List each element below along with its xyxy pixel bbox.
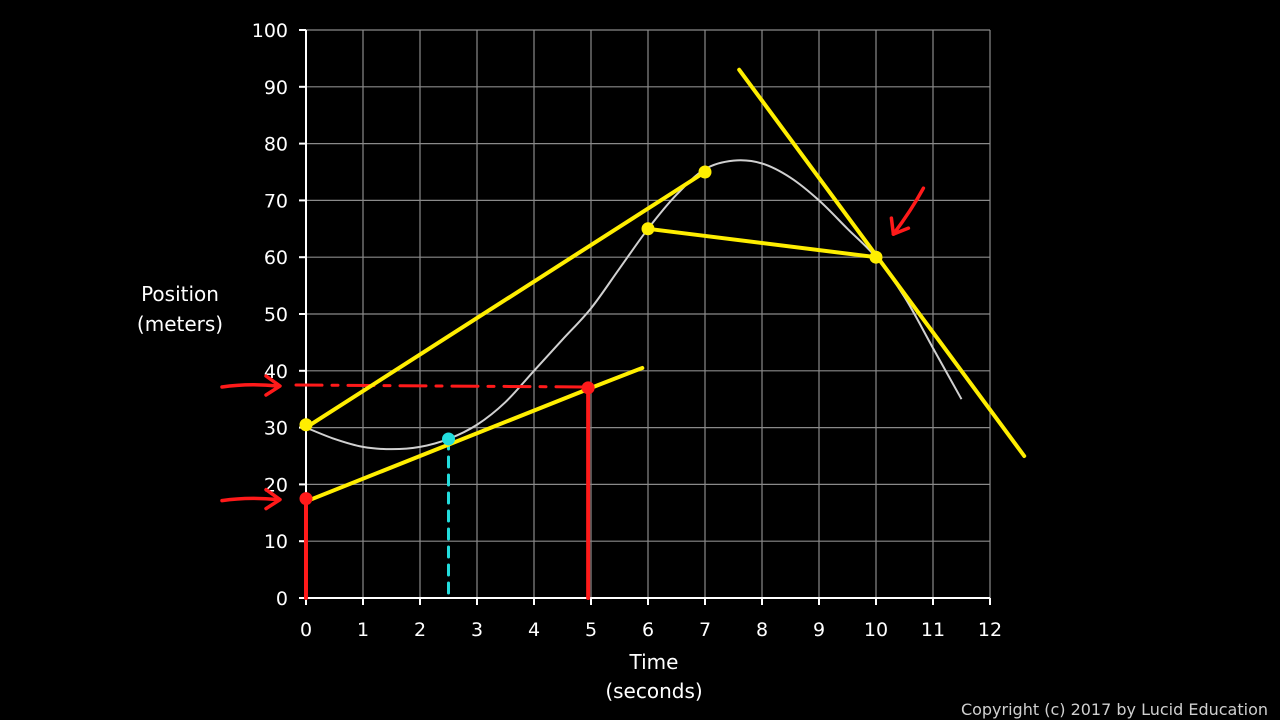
- arrow-head: [264, 374, 282, 397]
- y-tick-label: 30: [264, 418, 288, 440]
- data-point-marker: [698, 165, 712, 179]
- arrow-shaft: [220, 496, 280, 503]
- x-tick-label: 9: [813, 619, 825, 641]
- y-tick-label: 80: [264, 134, 288, 156]
- x-tick-label: 7: [699, 619, 711, 641]
- x-tick-label: 3: [471, 619, 483, 641]
- arrow-shaft: [220, 382, 280, 389]
- secant-line: [646, 226, 878, 260]
- y-tick-label: 100: [252, 20, 288, 42]
- x-axis-title-line-1: Time: [629, 650, 679, 674]
- data-point-marker: [299, 492, 313, 506]
- tangent-line: [589, 365, 645, 390]
- annotation-arrow: [889, 186, 926, 236]
- x-tick-label: 8: [756, 619, 768, 641]
- copyright-notice: Copyright (c) 2017 by Lucid Education: [960, 700, 1268, 719]
- y-tick-label: 40: [264, 361, 288, 383]
- y-tick-label: 0: [276, 588, 288, 610]
- arrow-head: [264, 487, 282, 511]
- y-tick-label: 50: [264, 304, 288, 326]
- data-point-marker: [641, 222, 655, 236]
- y-tick-label: 90: [264, 77, 288, 99]
- secant-line: [304, 170, 707, 430]
- data-point-marker: [299, 418, 313, 432]
- data-point-marker: [869, 250, 883, 264]
- annotation-arrow: [220, 487, 282, 511]
- y-axis-title-line-1: Position: [141, 282, 219, 306]
- data-point-marker: [581, 381, 595, 395]
- x-tick-label: 1: [357, 619, 369, 641]
- x-tick-label: 4: [528, 619, 540, 641]
- y-axis-title-line-2: (meters): [137, 312, 223, 336]
- arrow-shaft: [891, 186, 926, 236]
- x-axis-title-line-2: (seconds): [605, 679, 702, 703]
- annotation-arrow: [220, 374, 282, 397]
- y-tick-label: 60: [264, 247, 288, 269]
- position-curve: [305, 159, 963, 451]
- tangent-line: [737, 67, 1027, 458]
- x-tick-label: 10: [864, 619, 888, 641]
- x-tick-label: 0: [300, 619, 312, 641]
- horizontal-guide-line: [294, 383, 590, 389]
- y-tick-label: 70: [264, 190, 288, 212]
- y-tick-label: 20: [264, 474, 288, 496]
- x-tick-label: 6: [642, 619, 654, 641]
- data-point-marker: [442, 432, 455, 446]
- x-tick-label: 2: [414, 619, 426, 641]
- x-tick-label: 5: [585, 619, 597, 641]
- y-tick-label: 10: [264, 531, 288, 553]
- arrow-head: [889, 216, 911, 236]
- x-tick-label: 11: [921, 619, 945, 641]
- x-tick-label: 12: [978, 619, 1002, 641]
